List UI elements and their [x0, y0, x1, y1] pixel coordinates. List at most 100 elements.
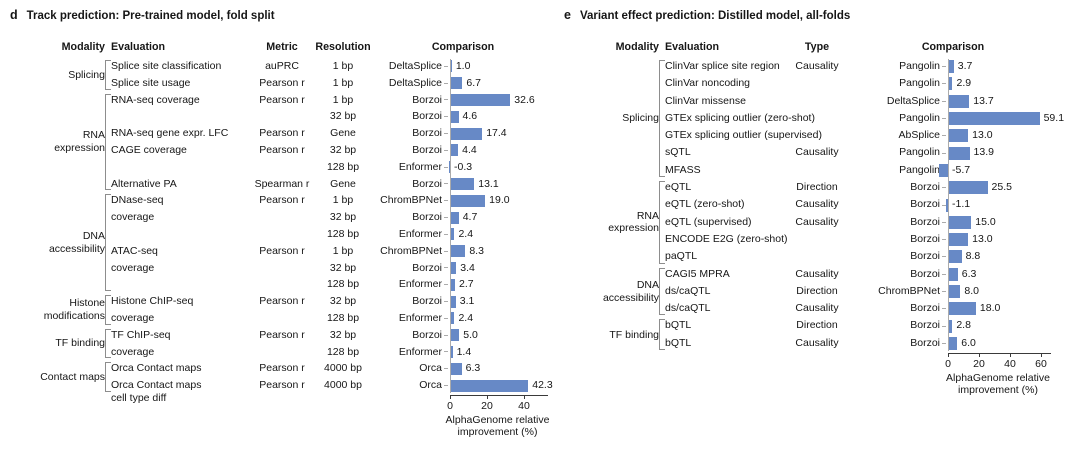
column-headers: Modality Evaluation Type Comparison	[562, 39, 1058, 54]
bar-value: -5.7	[952, 163, 971, 176]
table-row: 32 bp Borzoi 4.6	[111, 108, 562, 125]
cell-evaluation: eQTL (zero-shot)	[665, 198, 745, 211]
cell-resolution: 128 bp	[326, 311, 360, 324]
cell-evaluation: eQTL	[665, 181, 692, 194]
table-row: Splice site classification auPRC 1 bp Delta…	[111, 58, 562, 75]
table-row: Orca Contact maps Pearson r 4000 bp Orca 6.3	[111, 360, 562, 377]
bar	[450, 77, 463, 90]
bar-value: 1.4	[456, 345, 472, 358]
cell-comparison: Borzoi	[412, 295, 442, 308]
cell-resolution: 128 bp	[326, 345, 360, 358]
row-tick	[940, 214, 948, 231]
table-row: RNA-seq coverage Pearson r 1 bp Borzoi 32.6	[111, 92, 562, 109]
cell-comparison: DeltaSplice	[886, 94, 940, 107]
bar	[450, 144, 459, 157]
cell-variant-type: Causality	[795, 215, 839, 228]
group-rows: DNase-seq Pearson r 1 bp ChromBPNet 19.0 cove…	[111, 192, 562, 293]
cell-comparison: Borzoi	[412, 177, 442, 190]
cell-evaluation: sQTL	[665, 146, 691, 159]
bar	[450, 211, 459, 224]
row-tick	[940, 300, 948, 317]
row-chart: 2.7	[450, 276, 562, 293]
group-bracket-icon	[105, 362, 111, 392]
modality-label: DNA accessibility	[602, 279, 659, 304]
modality-label: RNA expression	[608, 209, 659, 235]
cell-metric: Pearson r	[259, 328, 305, 341]
bar-value: 6.7	[466, 76, 481, 89]
row-tick-dash	[942, 325, 946, 327]
cell-comparison: Enformer	[398, 227, 442, 240]
bar-value: 2.4	[458, 227, 474, 240]
row-tick-dash	[444, 368, 448, 370]
cell-variant-type: Causality	[795, 60, 839, 72]
cell-comparison: Borzoi	[910, 232, 940, 245]
row-chart: 6.3	[948, 266, 1070, 283]
table-row: GTEx splicing outlier (supervised) AbSpli…	[665, 127, 1070, 144]
row-tick	[442, 260, 450, 277]
group-bracket-icon	[105, 93, 111, 191]
cell-comparison: AbSplice	[898, 129, 940, 142]
bar-value: 2.7	[458, 278, 474, 291]
row-tick	[940, 144, 948, 161]
cell-comparison: Borzoi	[910, 181, 940, 194]
cell-evaluation: Splice site usage	[111, 76, 191, 89]
cell-evaluation: ENCODE E2G (zero-shot)	[665, 232, 788, 245]
column-headers: Modality Evaluation Metric Resolution Compar…	[8, 39, 555, 54]
row-tick-dash	[444, 233, 448, 235]
cell-evaluation: GTEx splicing outlier (zero-shot)	[665, 111, 815, 124]
group-bracket-icon	[105, 328, 111, 359]
cell-resolution: 32 bp	[329, 261, 357, 274]
row-tick	[940, 231, 948, 248]
cell-resolution: 4000 bp	[324, 379, 362, 392]
cell-evaluation	[111, 226, 249, 243]
modality-group: DNA accessibility CAGI5 MPRA Causality Borz…	[562, 266, 1070, 318]
cell-metric: Pearson r	[259, 93, 305, 106]
bar-value: 13.1	[478, 177, 499, 190]
cell-evaluation: MFASS	[665, 163, 701, 176]
cell-evaluation: TF ChIP-seq	[111, 328, 171, 341]
cell-evaluation: RNA-seq coverage	[111, 93, 200, 106]
row-tick	[940, 266, 948, 283]
row-tick	[442, 293, 450, 310]
cell-evaluation	[111, 276, 249, 293]
cell-comparison: Enformer	[398, 345, 442, 358]
bar-value: 25.5	[991, 181, 1012, 194]
cell-evaluation: CAGE coverage	[111, 143, 187, 156]
cell-comparison: Pangolin	[899, 146, 940, 159]
rows-wrap: Splicing ClinVar splice site region Causal…	[562, 58, 1070, 352]
row-tick-dash	[942, 187, 946, 189]
row-chart: 13.0	[948, 127, 1070, 144]
cell-variant-type	[786, 110, 848, 127]
row-tick	[442, 209, 450, 226]
y-axis-spine	[450, 59, 451, 393]
cell-comparison: Enformer	[398, 278, 442, 291]
bar	[450, 177, 475, 190]
modality-group: TF binding TF ChIP-seq Pearson r 32 bp Borzo…	[8, 327, 562, 361]
panel-letter: d	[10, 8, 18, 22]
table-row: sQTL Causality Pangolin 13.9	[665, 144, 1070, 161]
cell-metric: Pearson r	[259, 244, 305, 257]
cell-comparison: Borzoi	[910, 336, 940, 349]
cell-comparison: DeltaSplice	[388, 60, 442, 72]
row-chart: -1.1	[946, 196, 1070, 213]
table-row: 128 bp Enformer -0.3	[111, 159, 562, 176]
cell-resolution: 128 bp	[326, 278, 360, 291]
bar	[948, 250, 962, 264]
x-tick-mark	[450, 394, 452, 399]
bar	[450, 329, 460, 342]
table-row: coverage 32 bp Borzoi 4.7	[111, 209, 562, 226]
bar	[948, 215, 972, 229]
header-variant-type: Type	[804, 41, 830, 53]
row-tick	[442, 276, 450, 293]
modality-group: DNA accessibility DNase-seq Pearson r 1 bp C…	[8, 192, 562, 293]
row-tick	[940, 75, 948, 92]
row-chart: 13.9	[948, 144, 1070, 161]
row-tick-dash	[942, 308, 946, 310]
cell-variant-type: Causality	[795, 302, 839, 315]
x-tick-mark	[1010, 352, 1012, 357]
bar	[450, 362, 462, 375]
cell-comparison: Borzoi	[412, 127, 442, 140]
group-rows: RNA-seq coverage Pearson r 1 bp Borzoi 32.6 3…	[111, 92, 562, 193]
bar-value: 18.0	[979, 302, 1001, 315]
table-row: ClinVar splice site region Causality Pango…	[665, 58, 1070, 75]
